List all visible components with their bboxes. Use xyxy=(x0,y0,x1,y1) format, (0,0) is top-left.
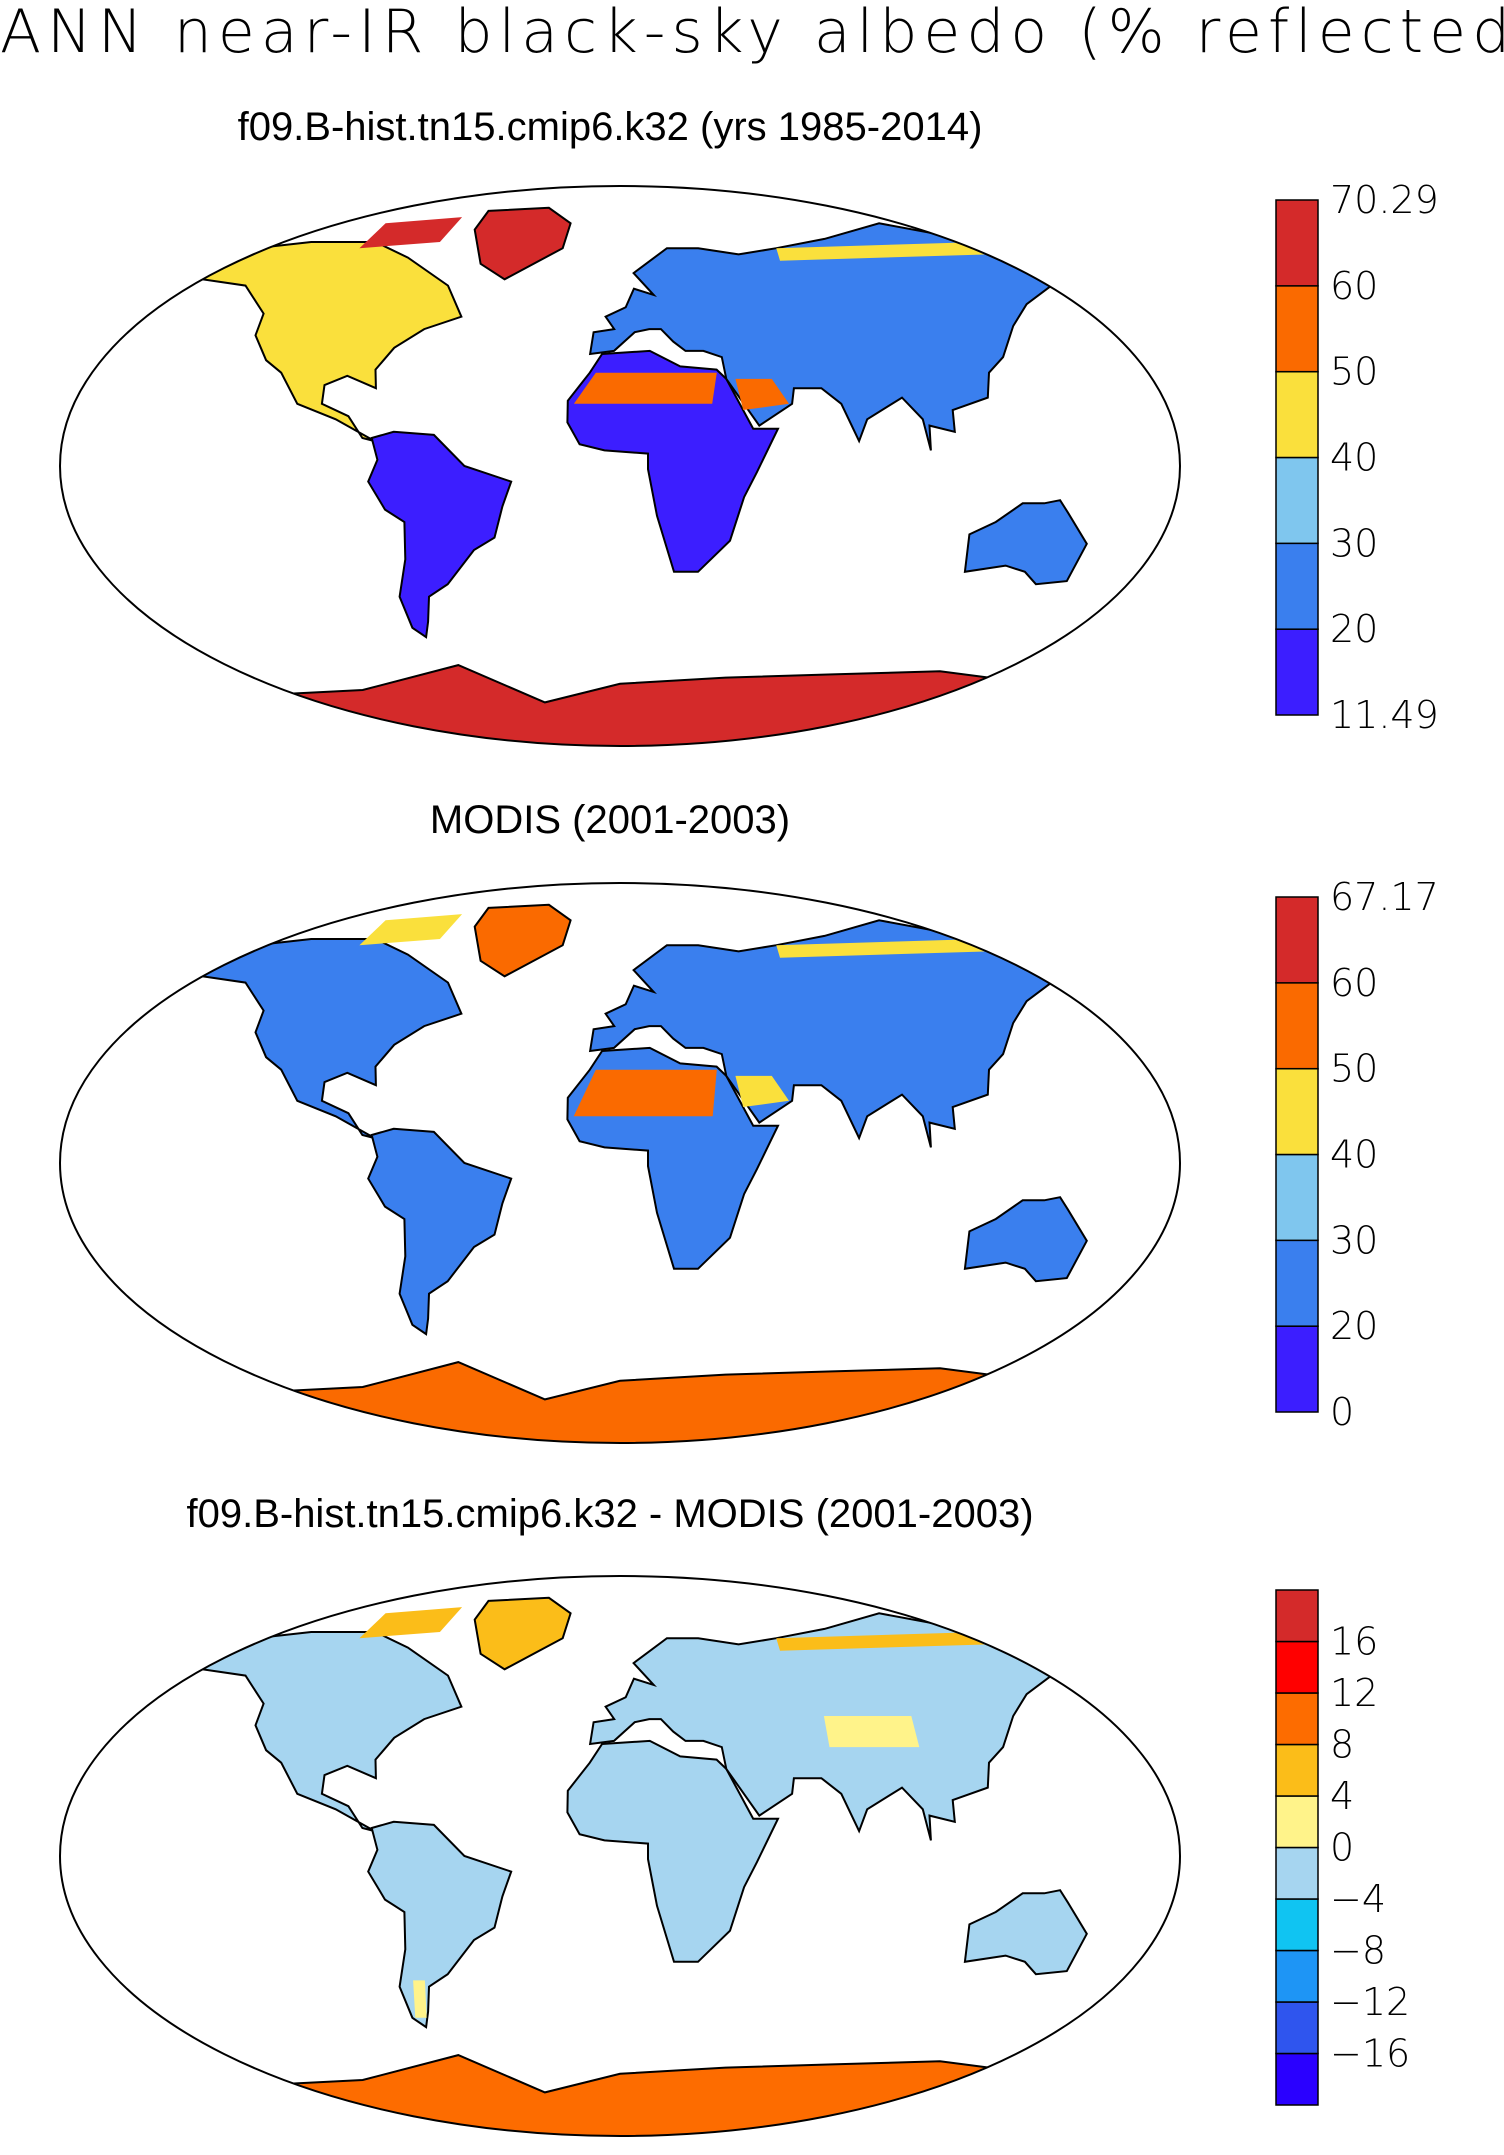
colorbar-tick-label: 60 xyxy=(1330,264,1378,308)
landmass-australia xyxy=(963,1196,1088,1283)
landmass-greenland xyxy=(473,1596,572,1671)
colorbar-tick-label: 40 xyxy=(1330,436,1378,480)
colorbar-swatch xyxy=(1275,1325,1319,1413)
field-region xyxy=(735,1075,789,1107)
colorbar-swatch xyxy=(1275,1239,1319,1327)
colorbar-swatch xyxy=(1275,285,1319,373)
map-land-layer xyxy=(142,1596,1102,2136)
colorbar-tick-label: 30 xyxy=(1330,521,1378,565)
field-region xyxy=(735,378,789,410)
map-border xyxy=(59,1575,1181,2137)
map-land-layer xyxy=(142,903,1102,1443)
field-region xyxy=(823,1716,920,1748)
colorbar-swatch xyxy=(1275,1067,1319,1156)
colorbar-swatch xyxy=(1275,1692,1319,1746)
colorbar-swatch xyxy=(1275,1640,1319,1694)
map-panel-difference: −16 −12 −8 −4 0 4 8 12 16 xyxy=(59,1575,1410,2137)
map-border xyxy=(59,185,1181,747)
colorbar: −16 −12 −8 −4 0 4 8 12 16 xyxy=(1275,1589,1410,2106)
colorbar-tick-label: 20 xyxy=(1330,1304,1378,1348)
colorbar-swatch xyxy=(1275,1846,1319,1900)
landmass-north-america xyxy=(160,1631,463,1833)
field-region xyxy=(776,242,990,261)
landmass-antarctica xyxy=(142,1361,1098,1443)
colorbar-tick-label: 4 xyxy=(1330,1774,1354,1818)
landmass-australia xyxy=(963,1889,1088,1976)
colorbar-tick-label: 50 xyxy=(1330,1047,1378,1091)
colorbar-tick-label: −12 xyxy=(1330,1980,1410,2024)
field-region xyxy=(413,1980,427,2018)
landmass-north-america xyxy=(160,938,463,1140)
colorbar-swatch xyxy=(1275,982,1319,1070)
landmass-south-america xyxy=(367,1820,513,2029)
colorbar-swatch xyxy=(1275,199,1319,287)
landmass-greenland xyxy=(473,903,572,978)
colorbar-tick-label: 67.17 xyxy=(1330,875,1439,919)
colorbar-tick-label: −4 xyxy=(1330,1877,1386,1921)
colorbar-swatch xyxy=(1275,1743,1319,1797)
colorbar-tick-label: −16 xyxy=(1330,2032,1410,2076)
colorbar-swatch xyxy=(1275,1795,1319,1849)
field-region xyxy=(359,217,463,249)
field-region xyxy=(573,1069,717,1117)
landmass-north-america xyxy=(160,241,463,443)
colorbar-tick-label: 16 xyxy=(1330,1620,1378,1664)
colorbar-tick-label: 30 xyxy=(1330,1218,1378,1262)
colorbar-swatch xyxy=(1275,2001,1319,2055)
landmass-south-america xyxy=(367,430,513,639)
colorbar-tick-label: 0 xyxy=(1330,1390,1354,1434)
colorbar-swatch xyxy=(1275,1589,1319,1643)
colorbar-swatch xyxy=(1275,1898,1319,1952)
field-region xyxy=(573,372,717,404)
landmass-greenland xyxy=(473,206,572,281)
colorbar-swatch xyxy=(1275,628,1319,716)
panel-title-1: f09.B-hist.tn15.cmip6.k32 (yrs 1985-2014… xyxy=(237,105,983,149)
colorbar-swatch xyxy=(1275,2052,1319,2106)
panel-title-2: MODIS (2001-2003) xyxy=(429,798,791,842)
colorbar-tick-label: 8 xyxy=(1330,1723,1354,1767)
colorbar-swatch xyxy=(1275,1153,1319,1242)
colorbar-swatch xyxy=(1275,456,1319,545)
field-region xyxy=(359,914,463,946)
landmass-africa xyxy=(566,349,780,573)
colorbar-tick-label: 70.29 xyxy=(1330,178,1439,222)
colorbar-tick-label: 60 xyxy=(1330,961,1378,1005)
landmass-antarctica xyxy=(142,2054,1098,2136)
main-title: ANN near-IR black-sky albedo (% reflecte… xyxy=(0,0,1504,67)
landmass-antarctica xyxy=(142,664,1098,746)
colorbar-swatch xyxy=(1275,1949,1319,2003)
field-region xyxy=(776,1632,990,1651)
landmass-australia xyxy=(963,499,1088,586)
colorbar-tick-label: 12 xyxy=(1330,1671,1378,1715)
map-panel-modis: 0 20 30 40 50 60 67.17 xyxy=(59,875,1439,1444)
colorbar-tick-label: 0 xyxy=(1330,1826,1354,1870)
colorbar-swatch xyxy=(1275,542,1319,630)
colorbar-tick-label: 11.49 xyxy=(1330,693,1439,737)
colorbar: 0 20 30 40 50 60 67.17 xyxy=(1275,875,1439,1434)
panel-title-3: f09.B-hist.tn15.cmip6.k32 - MODIS (2001-… xyxy=(186,1492,1034,1536)
map-panel-model: 11.49 20 30 40 50 60 70.29 xyxy=(59,178,1439,747)
colorbar-tick-label: 40 xyxy=(1330,1133,1378,1177)
colorbar-tick-label: 50 xyxy=(1330,350,1378,394)
colorbar-swatch xyxy=(1275,896,1319,984)
field-region xyxy=(359,1607,463,1639)
landmass-south-america xyxy=(367,1127,513,1336)
colorbar: 11.49 20 30 40 50 60 70.29 xyxy=(1275,178,1439,737)
landmass-africa xyxy=(566,1739,780,1963)
colorbar-swatch xyxy=(1275,370,1319,459)
colorbar-tick-label: 20 xyxy=(1330,607,1378,651)
landmass-eurasia xyxy=(588,222,1102,451)
map-land-layer xyxy=(142,206,1102,746)
field-region xyxy=(776,939,990,958)
landmass-eurasia xyxy=(588,919,1102,1148)
map-border xyxy=(59,882,1181,1444)
colorbar-tick-label: −8 xyxy=(1330,1929,1386,1973)
